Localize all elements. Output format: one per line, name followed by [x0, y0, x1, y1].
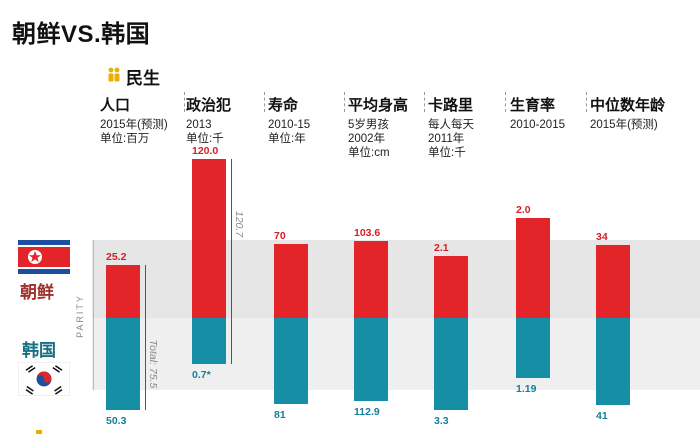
category-subtitle: 2010-15 单位:年: [268, 119, 311, 145]
people-icon: [106, 66, 122, 87]
value-label-south-korea: 0.7*: [192, 369, 211, 381]
value-label-north-korea: 2.0: [516, 204, 531, 216]
category-subtitle: 2015年(预测): [590, 119, 658, 131]
bar-north-korea: [274, 244, 308, 318]
bar-south-korea: [106, 318, 140, 410]
total-label: 120.7: [233, 210, 245, 238]
parity-label: PARITY: [75, 294, 85, 338]
bar-north-korea: [434, 256, 468, 318]
section-header: 民生: [106, 64, 160, 89]
category-name: 卡路里: [428, 97, 474, 114]
category-header: 生育率 2010-2015: [510, 94, 565, 132]
value-label-north-korea: 120.0: [192, 145, 219, 157]
category-subtitle: 每人每天 2011年 单位:千: [428, 119, 474, 159]
value-label-south-korea: 3.3: [434, 415, 449, 427]
column-separator-3: [344, 92, 345, 112]
category-subtitle: 2010-2015: [510, 119, 565, 131]
bar-south-korea: [516, 318, 550, 378]
page-title: 朝鲜VS.韩国: [12, 21, 151, 48]
category-header: 中位数年龄 2015年(预测): [590, 94, 665, 132]
value-label-south-korea: 41: [596, 410, 608, 422]
bar-south-korea: [596, 318, 630, 405]
value-label-north-korea: 103.6: [354, 227, 381, 239]
section-label: 民生: [126, 69, 160, 88]
category-subtitle: 2015年(预测) 单位:百万: [100, 119, 168, 145]
value-label-south-korea: 1.19: [516, 383, 537, 395]
category-name: 寿命: [268, 97, 299, 114]
bar-north-korea: [516, 218, 550, 318]
value-label-south-korea: 112.9: [354, 406, 380, 418]
south-korea-flag-icon: [17, 361, 71, 397]
category-subtitle: 2013 单位:千: [186, 119, 224, 145]
north-korea-flag-icon: [18, 240, 70, 274]
value-label-north-korea: 25.2: [106, 251, 127, 263]
north-korea-label: 朝鲜: [20, 283, 54, 302]
value-label-north-korea: 2.1: [434, 242, 449, 254]
bar-north-korea: [192, 159, 226, 318]
value-label-south-korea: 81: [274, 409, 286, 421]
bar-north-korea: [354, 241, 388, 318]
column-separator-5: [505, 92, 506, 112]
decor-mark: [36, 430, 42, 434]
total-bracket: [145, 265, 146, 410]
south-korea-label: 韩国: [22, 341, 56, 360]
category-name: 人口: [100, 97, 131, 114]
category-header: 政治犯 2013 单位:千: [186, 94, 231, 146]
value-label-south-korea: 50.3: [106, 415, 127, 427]
value-label-north-korea: 70: [274, 230, 286, 242]
category-name: 中位数年龄: [590, 97, 666, 114]
bar-south-korea: [354, 318, 388, 401]
category-header: 平均身高 5岁男孩 2002年 单位:cm: [348, 94, 408, 160]
column-separator-6: [586, 92, 587, 112]
bar-south-korea: [274, 318, 308, 404]
value-label-north-korea: 34: [596, 231, 608, 243]
parity-axis: [93, 240, 94, 390]
column-separator-1: [184, 92, 185, 112]
bar-north-korea: [596, 245, 630, 318]
bar-south-korea: [434, 318, 468, 410]
bar-north-korea: [106, 265, 140, 318]
total-bracket: [231, 159, 232, 364]
category-name: 政治犯: [186, 97, 232, 114]
column-separator-2: [264, 92, 265, 112]
bar-south-korea: [192, 318, 226, 364]
category-header: 人口 2015年(预测) 单位:百万: [100, 94, 168, 146]
category-header: 寿命 2010-15 单位:年: [268, 94, 310, 146]
total-label: Total: 75.5: [147, 339, 159, 389]
category-header: 卡路里每人每天 2011年 单位:千: [428, 94, 474, 160]
category-subtitle: 5岁男孩 2002年 单位:cm: [348, 119, 390, 159]
column-separator-4: [424, 92, 425, 112]
category-name: 平均身高: [348, 97, 409, 114]
category-name: 生育率: [510, 97, 556, 114]
